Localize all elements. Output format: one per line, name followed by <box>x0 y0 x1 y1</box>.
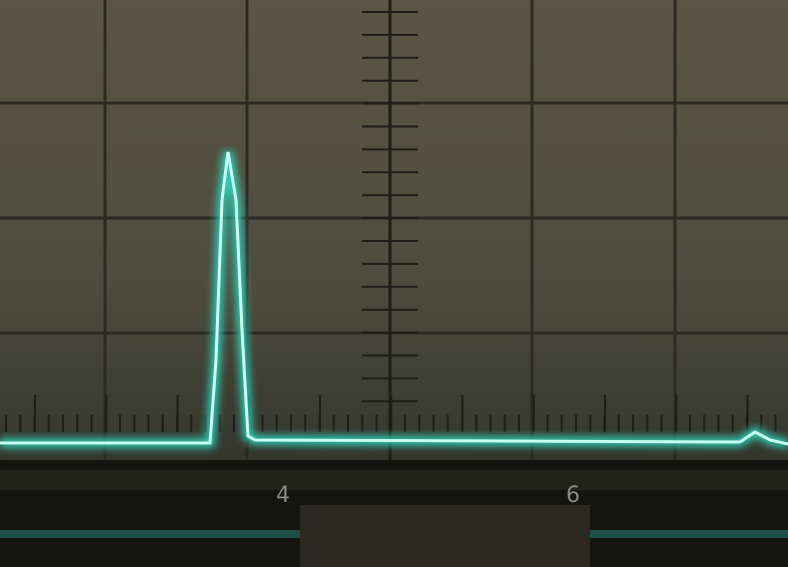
scale-label: 4 <box>276 483 290 508</box>
scale-label: 6 <box>566 483 580 508</box>
graticule-ticks <box>5 11 777 432</box>
reflection <box>590 530 788 538</box>
trace <box>0 151 788 449</box>
screen <box>0 0 788 470</box>
reflection <box>0 530 300 538</box>
bezel-band <box>0 470 788 490</box>
bezel-piece <box>300 505 590 567</box>
